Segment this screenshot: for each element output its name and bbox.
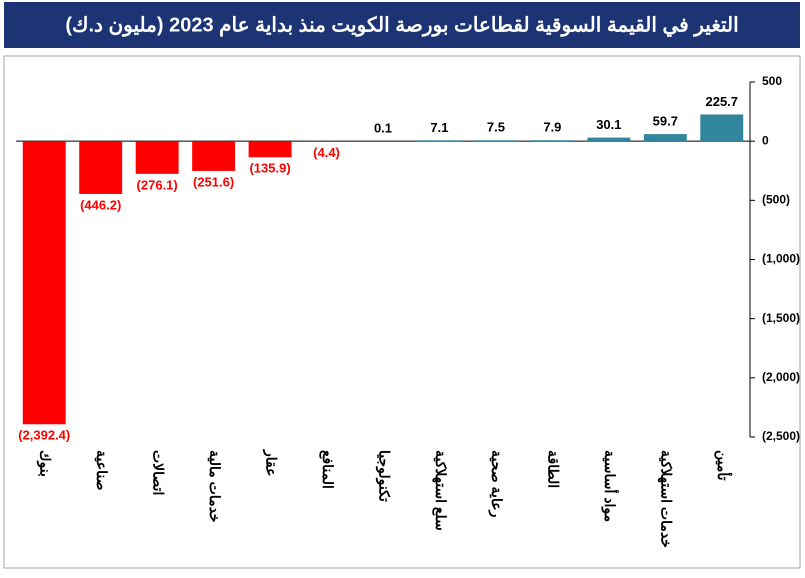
x-tick-label: خدمات استهلاكية xyxy=(658,450,675,548)
value-label: (4.4) xyxy=(313,145,340,160)
bar xyxy=(249,141,292,157)
y-tick-label: 0 xyxy=(762,133,769,147)
x-tick-label: تأمين xyxy=(714,450,733,481)
value-label: 7.5 xyxy=(487,120,505,135)
x-tick-label: الطاقة xyxy=(546,450,562,488)
bar xyxy=(79,141,122,194)
x-tick-label: تكنولوجيا xyxy=(375,450,392,502)
x-tick-label: بنوك xyxy=(37,450,54,477)
bar xyxy=(474,140,517,141)
y-tick-label: (1,000) xyxy=(762,252,800,266)
x-tick-label: المنافع xyxy=(319,450,336,489)
chart-frame xyxy=(4,56,800,568)
y-tick-label: (1,500) xyxy=(762,311,800,325)
y-tick-label: (500) xyxy=(762,193,790,207)
x-tick-label: صناعية xyxy=(94,450,110,491)
bar xyxy=(192,141,235,171)
x-tick-label: عقار xyxy=(262,449,279,476)
value-label: 59.7 xyxy=(653,114,678,129)
x-tick-label: رعاية صحية xyxy=(488,450,505,518)
x-tick-label: مواد أساسية xyxy=(601,450,620,522)
x-tick-label: خدمات مالية xyxy=(207,450,223,523)
bar xyxy=(587,138,630,142)
x-tick-label: اتصالات xyxy=(150,450,166,495)
bar xyxy=(531,140,574,141)
value-label: (446.2) xyxy=(80,197,121,212)
value-label: 0.1 xyxy=(374,121,392,136)
bar xyxy=(305,141,348,142)
value-label: (135.9) xyxy=(249,161,290,176)
x-tick-label: سلع استهلاكية xyxy=(432,450,449,531)
bar xyxy=(418,140,461,141)
bar xyxy=(700,114,743,141)
value-label: 30.1 xyxy=(596,117,621,132)
value-label: 225.7 xyxy=(705,94,738,109)
y-tick-label: (2,000) xyxy=(762,370,800,384)
value-label: 7.9 xyxy=(543,120,561,135)
value-label: (2,392.4) xyxy=(18,428,70,443)
bar xyxy=(23,141,66,424)
value-label: (276.1) xyxy=(137,177,178,192)
bar xyxy=(644,134,687,141)
bar xyxy=(136,141,179,174)
y-tick-label: 500 xyxy=(762,74,782,88)
chart-title: التغير في القيمة السوقية لقطاعات بورصة ا… xyxy=(65,14,738,37)
value-label: 7.1 xyxy=(430,120,448,135)
value-label: (251.6) xyxy=(193,174,234,189)
y-tick-label: (2,500) xyxy=(762,429,800,443)
